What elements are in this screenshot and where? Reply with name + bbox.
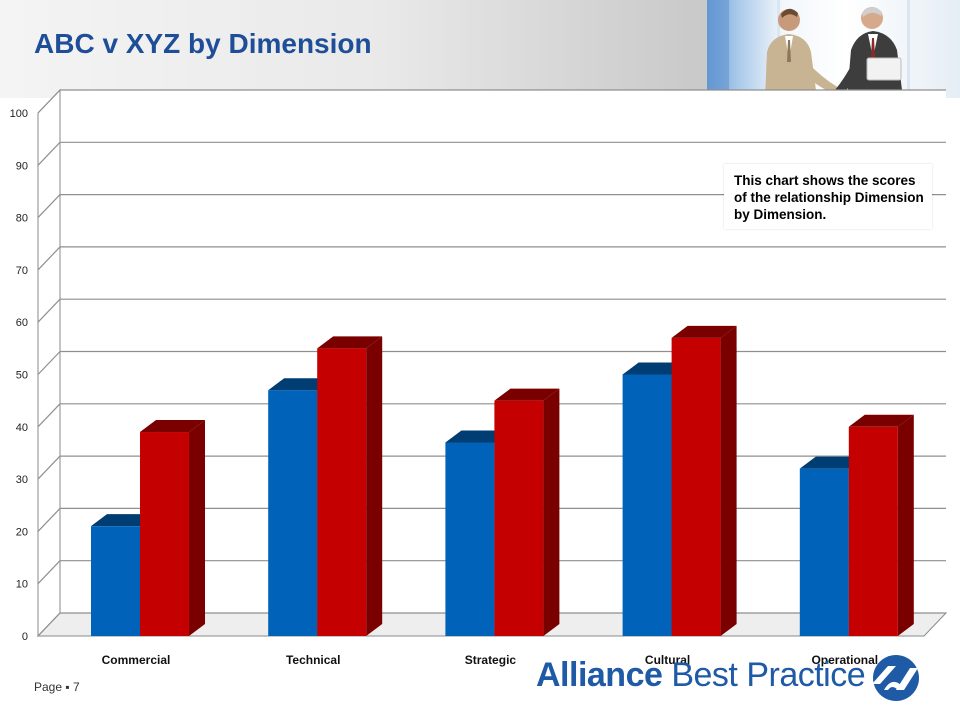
- page-number: Page ▪ 7: [34, 680, 80, 694]
- bar-top: [445, 430, 511, 443]
- gridline-depth: [37, 89, 61, 114]
- bar-side: [897, 414, 914, 636]
- gridline-depth: [37, 455, 61, 480]
- y-axis-tick-labels: 0 10 20 30 40 50 60 70 80 90 100: [10, 108, 28, 643]
- gridline-depth: [37, 351, 61, 375]
- x-axis-tick-labels: Commercial Technical Strategic Cultural Oper…: [102, 653, 878, 667]
- bar-top: [140, 420, 205, 433]
- bar-technical-series-2: [317, 336, 383, 636]
- logo-word-alliance: Alliance: [536, 656, 663, 694]
- y-tick-label: 100: [10, 108, 28, 120]
- gridline-depth: [37, 560, 61, 585]
- bar-strategic-series-2: [494, 388, 560, 636]
- business-handshake-photo: [707, 0, 960, 98]
- bar-front: [140, 432, 189, 636]
- gridline-depth: [37, 403, 61, 428]
- bar-side: [543, 388, 560, 636]
- handshake-image-icon: [707, 0, 910, 98]
- bar-front: [494, 400, 544, 636]
- y-tick-label: 90: [16, 160, 28, 172]
- bar-front: [317, 348, 367, 636]
- gridline-depth: [37, 612, 61, 637]
- bar-front: [622, 374, 672, 636]
- bar-top: [91, 514, 156, 527]
- gridline-depth: [37, 246, 61, 271]
- gridline-depth: [37, 298, 61, 323]
- bar-top: [848, 414, 914, 427]
- y-tick-label: 80: [16, 213, 28, 225]
- bar-commercial-series-2: [140, 420, 205, 636]
- logo-word-best-practice: Best Practice: [671, 656, 866, 694]
- y-tick-label: 40: [16, 422, 28, 434]
- company-logo: Alliance Best Practice: [536, 654, 956, 704]
- y-tick-label: 70: [16, 265, 28, 277]
- bar-front: [848, 426, 898, 636]
- y-tick-label: 50: [16, 370, 28, 382]
- bar-front: [268, 390, 318, 636]
- bar-operational-series-2: [848, 414, 914, 636]
- bar-front: [799, 468, 849, 636]
- y-tick-label: 30: [16, 474, 28, 486]
- gridline-depth: [37, 507, 61, 532]
- gridline-depth: [37, 194, 61, 219]
- y-tick-label: 10: [16, 579, 28, 591]
- bar-side: [720, 325, 737, 636]
- bar-front: [445, 442, 495, 636]
- bar-top: [671, 325, 737, 338]
- chart-bars: [91, 325, 914, 636]
- bar-top: [799, 456, 865, 469]
- logo-wordmark: Alliance Best Practice: [536, 656, 866, 695]
- x-tick-label: Commercial: [102, 653, 171, 667]
- bar-side: [189, 420, 205, 636]
- bar-top: [622, 362, 688, 375]
- logo-emblem-icon: [872, 655, 919, 701]
- x-tick-label: Strategic: [465, 653, 517, 667]
- bar-top: [494, 388, 560, 401]
- bar-top: [268, 378, 334, 391]
- bar-front: [671, 337, 721, 636]
- bar-cultural-series-2: [671, 325, 737, 636]
- bar-side: [366, 336, 383, 636]
- page-title: ABC v XYZ by Dimension: [34, 28, 372, 59]
- x-tick-label: Technical: [286, 653, 340, 667]
- bar-front: [91, 526, 140, 636]
- y-tick-label: 60: [16, 317, 28, 329]
- chart-description-note: This chart shows the scores of the relat…: [724, 164, 932, 229]
- gridline-depth: [37, 141, 61, 166]
- x-tick-label: Cultural: [645, 653, 690, 667]
- y-tick-label: 0: [22, 631, 28, 643]
- bar-top: [317, 336, 383, 349]
- y-tick-label: 20: [16, 526, 28, 538]
- x-tick-label: Operational: [811, 653, 878, 667]
